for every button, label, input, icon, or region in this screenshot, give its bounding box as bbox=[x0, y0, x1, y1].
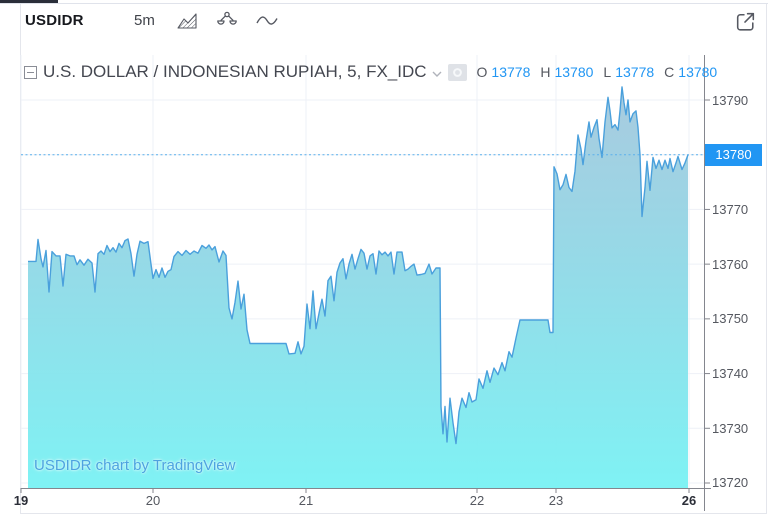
x-axis-label: 23 bbox=[548, 493, 564, 508]
x-axis-label: 20 bbox=[145, 493, 161, 508]
y-axis-label: 13760 bbox=[712, 256, 749, 272]
line-chart-style-icon[interactable] bbox=[254, 10, 280, 34]
y-axis-label: 13790 bbox=[712, 92, 749, 108]
x-axis-label: 26 bbox=[681, 493, 697, 508]
x-axis-label: 21 bbox=[298, 493, 314, 508]
y-axis-label: 13740 bbox=[712, 366, 749, 382]
y-axis-label: 13730 bbox=[712, 420, 749, 436]
x-axis-label: 22 bbox=[469, 493, 485, 508]
open-value: 13778 bbox=[491, 64, 531, 80]
area-chart-style-icon[interactable] bbox=[174, 10, 200, 34]
chevron-down-icon[interactable] bbox=[432, 71, 442, 77]
symbol-label[interactable]: USDIDR bbox=[25, 12, 84, 29]
y-axis-label: 13720 bbox=[712, 475, 749, 491]
eye-icon[interactable] bbox=[447, 63, 467, 81]
top-border bbox=[0, 3, 768, 4]
collapse-legend-icon[interactable] bbox=[24, 65, 37, 79]
open-label: O bbox=[476, 64, 488, 80]
chart-legend: U.S. DOLLAR / INDONESIAN RUPIAH, 5, FX_I… bbox=[24, 62, 717, 82]
widget-border-right bbox=[766, 4, 767, 513]
widget-border-bottom bbox=[20, 513, 767, 514]
price-series-line bbox=[28, 86, 689, 445]
compare-scale-icon[interactable] bbox=[214, 10, 240, 34]
external-link-icon[interactable] bbox=[733, 9, 758, 34]
tradingview-attribution-link[interactable]: USDIDR chart by TradingView bbox=[34, 457, 236, 474]
ohlc-values: O 13778 H 13780 L 13778 C 13780 bbox=[475, 64, 718, 80]
close-value: 13780 bbox=[678, 64, 718, 80]
high-label: H bbox=[540, 64, 551, 80]
y-axis-label: 13750 bbox=[712, 311, 749, 327]
top-accent-bar bbox=[0, 0, 58, 3]
low-value: 13778 bbox=[615, 64, 655, 80]
x-axis-label: 19 bbox=[13, 493, 29, 508]
low-label: L bbox=[603, 64, 612, 80]
interval-selector[interactable]: 5m bbox=[134, 12, 155, 29]
y-axis-label: 13770 bbox=[712, 201, 749, 217]
symbol-description[interactable]: U.S. DOLLAR / INDONESIAN RUPIAH, 5, FX_I… bbox=[43, 62, 427, 81]
price-area-fill bbox=[28, 86, 688, 489]
close-label: C bbox=[664, 64, 675, 80]
last-price-badge: 13780 bbox=[705, 143, 762, 166]
high-value: 13780 bbox=[554, 64, 594, 80]
